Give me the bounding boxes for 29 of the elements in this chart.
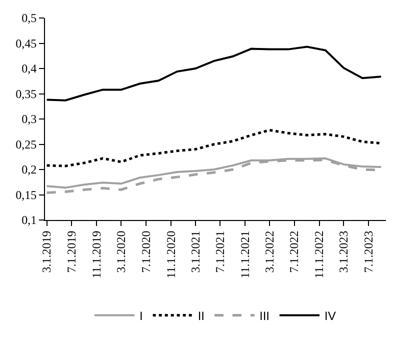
line-series (46, 46, 382, 102)
x-tick-label: 3.1.2019 (40, 230, 54, 273)
y-tick-label: 0,3 (22, 112, 37, 126)
x-tick-label: 11.1.2021 (238, 230, 252, 278)
x-tick-label: 3.1.2020 (114, 230, 128, 273)
legend-label: III (260, 308, 270, 323)
x-tick-label: 3.1.2023 (336, 230, 351, 273)
x-tick-label: 7.1.2023 (361, 230, 376, 273)
x-tick-label: 3.1.2021 (188, 230, 202, 273)
y-tick-label: 0,5 (22, 11, 37, 26)
legend-label: II (198, 308, 205, 323)
legend-label: I (140, 308, 143, 323)
y-tick-label: 0,45 (16, 36, 37, 50)
x-tick-label: 7.1.2020 (138, 230, 153, 273)
x-tick-label: 11.1.2022 (312, 230, 326, 278)
y-tick-label: 0,1 (22, 213, 37, 228)
y-tick-label: 0,15 (16, 188, 37, 202)
x-tick-label: 11.1.2019 (90, 230, 104, 278)
y-tick-label: 0,2 (22, 162, 37, 177)
x-tick-label: 7.1.2022 (287, 230, 302, 273)
legend-label: IV (324, 308, 336, 323)
line-series (46, 128, 382, 168)
y-tick-label: 0,25 (16, 137, 37, 152)
y-tick-label: 0,35 (16, 86, 37, 101)
x-tick-label: 11.1.2020 (164, 230, 178, 278)
y-tick-label: 0,4 (22, 62, 37, 76)
x-tick-label: 7.1.2021 (213, 230, 228, 273)
x-tick-label: 3.1.2022 (262, 230, 276, 273)
x-tick-label: 7.1.2019 (64, 230, 79, 273)
